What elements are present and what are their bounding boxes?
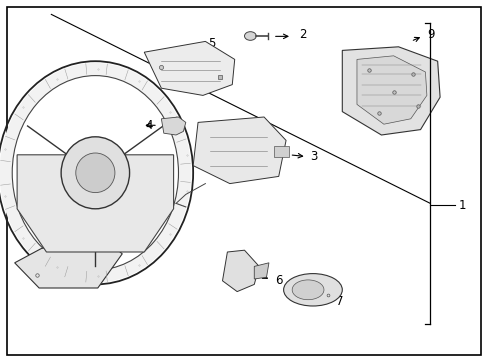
Ellipse shape <box>61 137 129 209</box>
Ellipse shape <box>0 63 191 283</box>
Text: 9: 9 <box>426 28 433 41</box>
Ellipse shape <box>76 153 115 193</box>
Polygon shape <box>222 250 259 292</box>
Text: 3: 3 <box>310 150 317 163</box>
Text: 8: 8 <box>19 180 26 193</box>
Ellipse shape <box>292 280 323 300</box>
Text: 2: 2 <box>299 28 306 41</box>
Polygon shape <box>356 56 426 124</box>
Polygon shape <box>342 47 439 135</box>
Polygon shape <box>254 263 268 279</box>
Ellipse shape <box>12 76 178 270</box>
Polygon shape <box>144 41 234 95</box>
Text: 5: 5 <box>208 37 215 50</box>
Text: 7: 7 <box>336 295 343 308</box>
Polygon shape <box>193 117 285 184</box>
Text: 6: 6 <box>274 274 282 287</box>
Circle shape <box>244 32 256 40</box>
Text: 4: 4 <box>145 119 153 132</box>
Polygon shape <box>17 155 173 252</box>
Bar <box>273 146 288 157</box>
Polygon shape <box>161 117 185 135</box>
Polygon shape <box>15 239 122 288</box>
Text: 1: 1 <box>458 199 465 212</box>
Ellipse shape <box>283 274 342 306</box>
